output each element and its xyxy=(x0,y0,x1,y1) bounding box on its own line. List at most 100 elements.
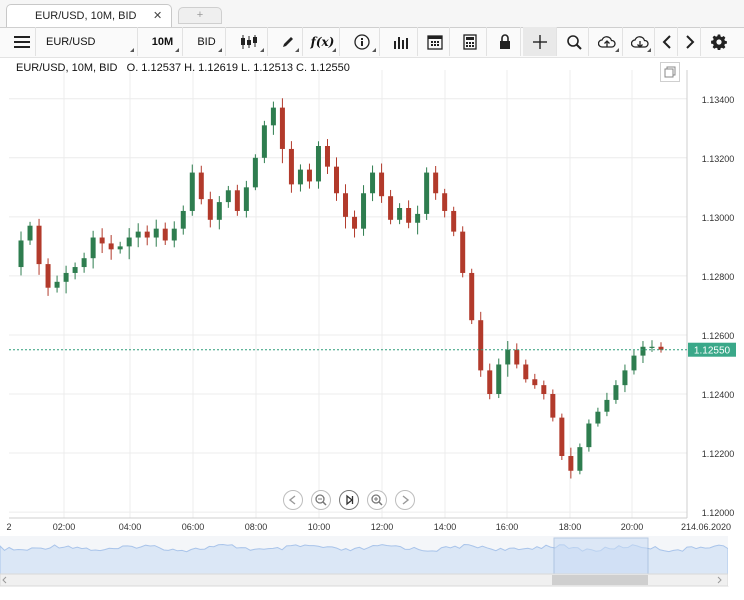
candle-body xyxy=(631,355,637,371)
lock-button[interactable] xyxy=(489,27,521,56)
scroll-left-button[interactable] xyxy=(283,490,303,510)
x-tick-label: 02:00 xyxy=(53,522,76,532)
candle-body xyxy=(180,210,186,229)
info-button[interactable] xyxy=(344,27,380,56)
candle-body xyxy=(288,148,294,185)
candle-body xyxy=(334,166,339,194)
zoom-out-button[interactable] xyxy=(311,490,331,510)
reset-zoom-icon xyxy=(346,494,354,506)
candles-icon xyxy=(240,34,257,49)
candle-body xyxy=(352,216,358,229)
volume-button[interactable] xyxy=(384,27,418,56)
candle-body xyxy=(261,125,267,158)
candle-body xyxy=(604,399,610,412)
candle-body xyxy=(514,349,520,365)
scroll-right-button[interactable] xyxy=(395,490,415,510)
y-tick-label: 1.13400 xyxy=(702,95,735,105)
zoom-icon xyxy=(566,34,582,50)
timeframe-select[interactable]: 10M xyxy=(143,27,183,56)
settings-button[interactable] xyxy=(704,27,734,56)
tab-eurusd[interactable]: EUR/USD, 10M, BID ✕ xyxy=(6,4,172,27)
calculator-icon xyxy=(462,33,477,50)
upload-button[interactable] xyxy=(591,27,623,56)
reset-zoom-button[interactable] xyxy=(339,490,359,510)
calculator-button[interactable] xyxy=(453,27,487,56)
candle-body xyxy=(550,394,556,418)
candle-body xyxy=(162,228,168,241)
x-tick-label: 14:00 xyxy=(434,522,457,532)
overview-navigator[interactable] xyxy=(0,536,744,587)
menu-button[interactable] xyxy=(8,27,36,56)
ohlc-legend: EUR/USD, 10M, BID O. 1.12537 H. 1.12619 … xyxy=(16,62,350,74)
candle-body xyxy=(234,190,240,211)
scrollbar-thumb xyxy=(552,575,648,585)
scroll-back-button[interactable] xyxy=(656,27,678,56)
candle-body xyxy=(586,423,592,448)
candle-body xyxy=(442,193,448,211)
pencil-icon xyxy=(282,36,293,47)
timeframe-value: 10M xyxy=(151,35,174,48)
y-tick-label: 1.13200 xyxy=(702,154,735,164)
snapshot-icon xyxy=(664,66,676,78)
drawing-button[interactable] xyxy=(273,27,303,56)
candle-body xyxy=(523,364,529,380)
candle-body xyxy=(153,228,159,238)
calendar-button[interactable] xyxy=(420,27,450,56)
y-tick-label: 1.12000 xyxy=(702,508,735,518)
candlestick-chart[interactable]: 1.13400 1.13200 1.13000 1.12800 1.12600 1.124… xyxy=(0,56,744,600)
candle-body xyxy=(568,456,574,471)
candle-body xyxy=(243,187,249,211)
candle-body xyxy=(370,172,376,194)
candle-body xyxy=(424,172,430,214)
chevron-left-icon xyxy=(662,34,671,49)
grid xyxy=(9,70,687,518)
cloud-download-icon xyxy=(630,35,649,48)
candle-body xyxy=(306,169,312,182)
price-side-value: BID xyxy=(197,35,216,48)
price-side-select[interactable]: BID xyxy=(188,27,226,56)
candle-body xyxy=(559,417,565,456)
candle-body xyxy=(27,225,33,241)
candle-body xyxy=(505,349,511,365)
y-tick-label: 1.12200 xyxy=(702,449,735,459)
download-button[interactable] xyxy=(625,27,655,56)
y-tick-label: 1.13000 xyxy=(702,213,735,223)
last-price-label: 1.12550 xyxy=(694,346,731,357)
zoom-button[interactable] xyxy=(559,27,589,56)
x-tick-label: 214.06.2020 xyxy=(681,522,731,532)
gear-icon xyxy=(711,34,727,50)
candle-body xyxy=(126,237,132,247)
candle-body xyxy=(216,202,222,220)
x-tick-label: 10:00 xyxy=(308,522,331,532)
x-tick-label: 06:00 xyxy=(182,522,205,532)
symbol-select[interactable]: EUR/USD xyxy=(40,27,138,56)
function-icon: f(x) xyxy=(310,34,335,49)
last-price: 1.12550 xyxy=(9,342,736,357)
calendar-icon xyxy=(426,34,443,50)
add-tab-button[interactable]: + xyxy=(178,7,222,24)
candle-body xyxy=(315,146,321,182)
close-tab-icon[interactable]: ✕ xyxy=(153,10,163,22)
candle-body xyxy=(18,240,24,268)
zoom-out-icon xyxy=(315,494,327,506)
scroll-forward-button[interactable] xyxy=(679,27,701,56)
candle-body xyxy=(622,370,628,386)
candle-body xyxy=(658,346,664,350)
indicators-button[interactable]: f(x) xyxy=(306,27,340,56)
candle-body xyxy=(541,385,547,394)
candle-body xyxy=(487,370,493,394)
zoom-in-button[interactable] xyxy=(367,490,387,510)
candle-body xyxy=(343,193,349,217)
candle-body xyxy=(406,208,412,223)
candle-body xyxy=(451,210,457,232)
y-tick-label: 1.12600 xyxy=(702,331,735,341)
crosshair-button[interactable] xyxy=(523,27,557,56)
chart-type-button[interactable] xyxy=(230,27,268,56)
candle-body xyxy=(640,346,646,356)
candle-body xyxy=(270,107,276,126)
candle-body xyxy=(496,364,502,394)
candle-body xyxy=(388,196,394,220)
snapshot-button[interactable] xyxy=(660,62,680,82)
candle-body xyxy=(415,213,421,223)
candle-body xyxy=(81,258,87,268)
